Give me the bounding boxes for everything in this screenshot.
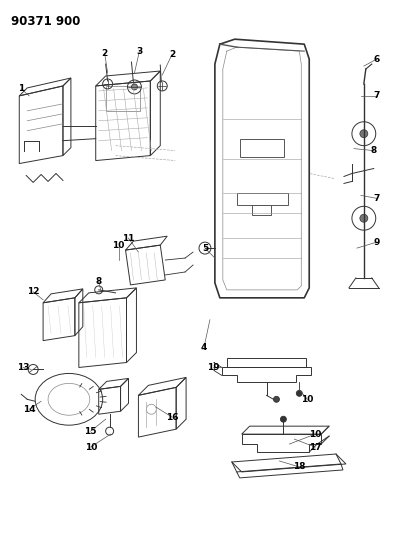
Text: 90371 900: 90371 900 xyxy=(12,15,81,28)
Text: 15: 15 xyxy=(85,426,97,435)
Text: 12: 12 xyxy=(27,287,39,296)
Text: 8: 8 xyxy=(371,146,377,155)
Text: 2: 2 xyxy=(169,50,175,59)
Text: 11: 11 xyxy=(122,233,135,243)
Text: 3: 3 xyxy=(136,46,143,55)
Text: 10: 10 xyxy=(301,395,313,404)
Text: 19: 19 xyxy=(206,363,219,372)
Text: 4: 4 xyxy=(201,343,207,352)
Circle shape xyxy=(274,397,279,402)
Text: 6: 6 xyxy=(374,54,380,63)
Text: 10: 10 xyxy=(85,442,97,451)
Circle shape xyxy=(296,390,302,397)
Text: 8: 8 xyxy=(96,277,102,286)
Text: 16: 16 xyxy=(166,413,178,422)
Text: 14: 14 xyxy=(23,405,35,414)
Text: 18: 18 xyxy=(293,463,306,472)
Text: 2: 2 xyxy=(102,49,108,58)
Text: 10: 10 xyxy=(112,240,125,249)
Text: 10: 10 xyxy=(309,430,321,439)
Circle shape xyxy=(280,416,286,422)
Text: 7: 7 xyxy=(374,91,380,100)
Text: 1: 1 xyxy=(18,84,24,93)
Text: 7: 7 xyxy=(374,194,380,203)
Text: 5: 5 xyxy=(202,244,208,253)
Text: 13: 13 xyxy=(17,363,29,372)
Text: 9: 9 xyxy=(374,238,380,247)
Circle shape xyxy=(360,214,368,222)
Circle shape xyxy=(360,130,368,138)
Text: 17: 17 xyxy=(309,442,322,451)
Circle shape xyxy=(131,84,137,90)
